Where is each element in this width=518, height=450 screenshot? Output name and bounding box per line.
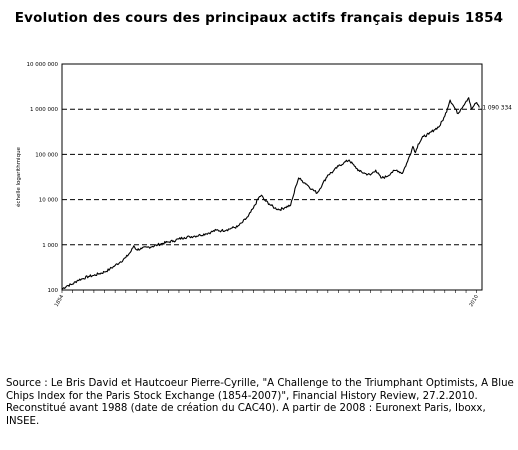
y-tick-label: 1 000 — [42, 243, 58, 249]
source-note: Source : Le Bris David et Hautcoeur Pier… — [6, 378, 514, 428]
plot-frame — [61, 63, 483, 291]
y-tick-label: 10 000 — [39, 198, 59, 204]
y-tick-label: 100 000 — [35, 152, 58, 158]
end-value-label: 1 090 334 — [482, 106, 512, 112]
y-tick-label: 10 000 000 — [27, 62, 59, 68]
y-axis-ticks: 10 000 000 1 000 000 100 000 10 000 1 000 100 — [27, 62, 59, 294]
x-tick-label: 2010 — [468, 294, 480, 308]
y-tick-label: 100 — [48, 288, 59, 294]
chart-title: Evolution des cours des principaux actif… — [14, 10, 504, 26]
series-line — [61, 97, 480, 290]
x-tick-label: 1854 — [54, 294, 66, 308]
y-axis-label: échelle logarithmique — [15, 146, 22, 207]
source-line: Reconstitué avant 1988 (date de création… — [6, 403, 486, 427]
gridlines — [62, 108, 482, 246]
x-axis-ticks: 1854 2010 — [54, 290, 480, 308]
y-tick-label: 1 000 000 — [30, 107, 58, 113]
line-chart: 10 000 000 1 000 000 100 000 10 000 1 000 100… — [15, 62, 512, 308]
series-group — [61, 97, 480, 290]
source-line: Source : Le Bris David et Hautcoeur Pier… — [6, 378, 514, 402]
annotations: 1 090 334 — [482, 106, 512, 112]
